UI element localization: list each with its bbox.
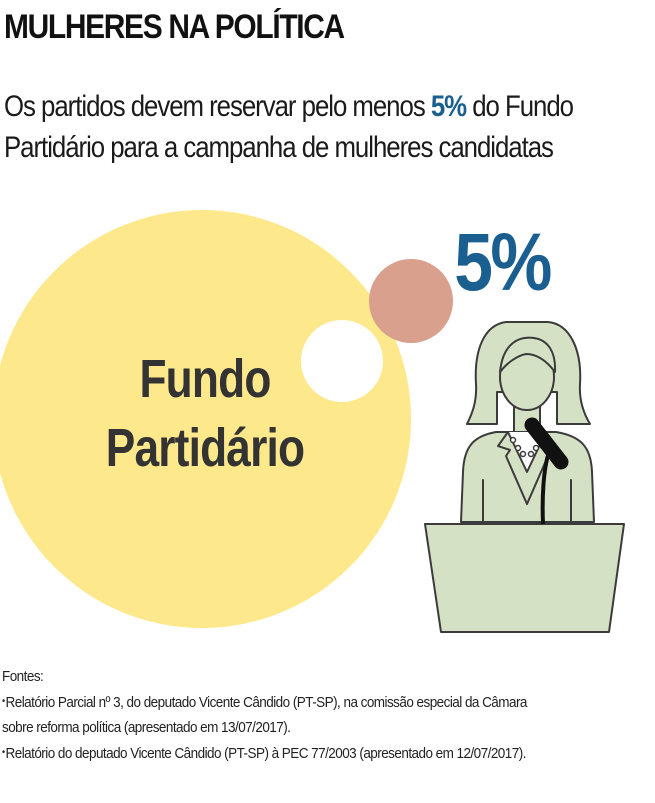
page-title: MULHERES NA POLÍTICA — [4, 8, 345, 46]
woman-at-podium-icon — [424, 321, 625, 633]
fund-illustration: Fundo Partidário 5% — [0, 210, 625, 633]
source-item-1: •Relatório Parcial nº 3, do deputado Vic… — [2, 689, 527, 715]
subtitle-highlight-percent: 5% — [430, 90, 467, 123]
sources: Fontes: •Relatório Parcial nº 3, do depu… — [2, 664, 527, 766]
bullet-icon: • — [2, 696, 5, 707]
source-item-2-text: Relatório do deputado Vicente Cândido (P… — [5, 745, 527, 762]
source-item-2: •Relatório do deputado Vicente Cândido (… — [2, 740, 527, 766]
subtitle: Os partidos devem reservar pelo menos 5%… — [4, 86, 574, 168]
share-circle — [369, 259, 453, 343]
fund-circle — [0, 210, 411, 628]
fund-label-line-1: Fundo — [139, 349, 270, 409]
share-percent-label: 5% — [454, 217, 551, 309]
bullet-icon: • — [2, 747, 5, 758]
subtitle-line-1: Os partidos devem reservar pelo menos 5%… — [4, 86, 574, 127]
subtitle-line-2: Partidário para a campanha de mulheres c… — [4, 131, 554, 164]
fund-label-line-2: Partidário — [106, 418, 304, 478]
source-item-1-line-1: Relatório Parcial nº 3, do deputado Vice… — [5, 694, 528, 711]
source-item-1-line-2: sobre reforma política (apresentado em 1… — [2, 719, 291, 736]
fund-cutout-circle — [301, 320, 383, 402]
microphone-icon — [524, 417, 569, 525]
subtitle-text-before: Os partidos devem reservar pelo menos — [4, 90, 431, 123]
subtitle-text-after: do Fundo — [466, 90, 574, 123]
sources-heading: Fontes: — [2, 668, 44, 685]
